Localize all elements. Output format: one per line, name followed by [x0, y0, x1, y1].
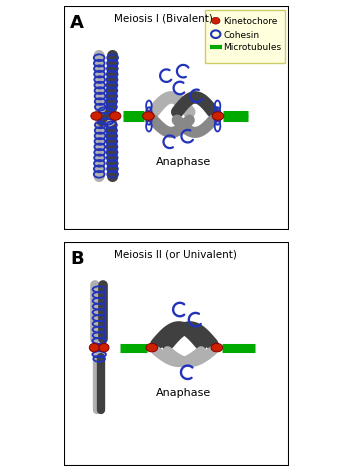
Ellipse shape: [143, 112, 154, 121]
Ellipse shape: [99, 344, 109, 352]
FancyBboxPatch shape: [204, 10, 285, 64]
Text: Anaphase: Anaphase: [156, 157, 211, 167]
Text: Microtubules: Microtubules: [223, 43, 282, 52]
Text: Kinetochore: Kinetochore: [223, 17, 278, 26]
Ellipse shape: [89, 344, 99, 352]
Ellipse shape: [110, 112, 121, 121]
Text: Meiosis I (Bivalent): Meiosis I (Bivalent): [114, 14, 213, 24]
Ellipse shape: [211, 19, 220, 25]
Text: Meiosis II (or Univalent): Meiosis II (or Univalent): [114, 249, 237, 259]
Ellipse shape: [146, 344, 158, 352]
Text: Anaphase: Anaphase: [156, 387, 211, 397]
Ellipse shape: [211, 344, 223, 352]
Text: Cohesin: Cohesin: [223, 30, 260, 40]
Text: A: A: [70, 14, 84, 32]
Ellipse shape: [91, 112, 102, 121]
Text: B: B: [70, 249, 84, 268]
Ellipse shape: [212, 112, 224, 121]
